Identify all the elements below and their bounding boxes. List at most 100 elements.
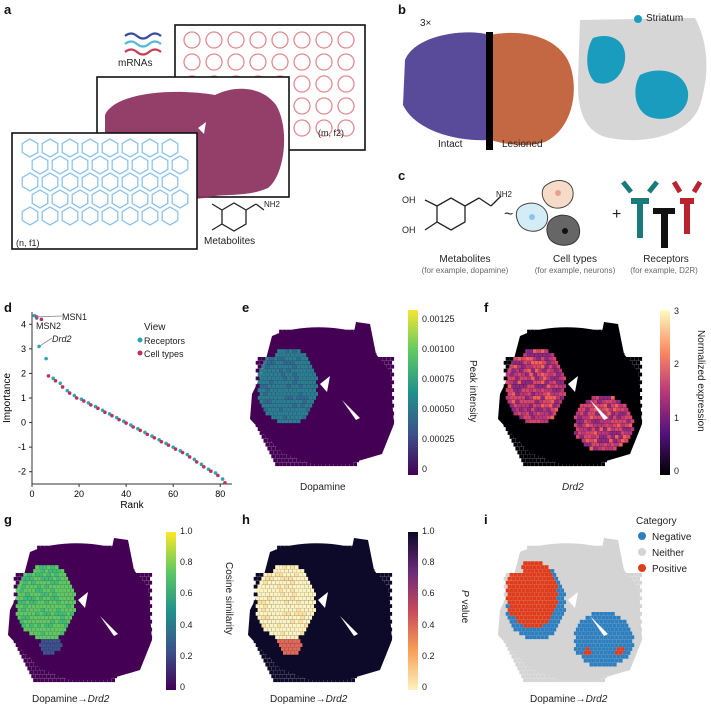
spot: [560, 396, 565, 400]
spot: [628, 392, 633, 396]
spot: [327, 569, 332, 573]
spot: [306, 557, 311, 562]
spot: [329, 658, 334, 663]
data-point: [216, 473, 220, 478]
spot: [327, 600, 332, 605]
spot: [327, 654, 332, 659]
spot: [97, 565, 102, 569]
spot: [364, 384, 369, 389]
spot: [292, 419, 297, 424]
spot: [306, 337, 311, 342]
spot: [579, 557, 584, 562]
spot: [577, 438, 582, 443]
spot: [519, 376, 524, 381]
grid-hex: [91, 155, 109, 175]
spot: [343, 654, 348, 659]
spot: [68, 584, 73, 589]
spot: [376, 415, 381, 420]
spot: [91, 569, 96, 573]
intact-label: Intact: [438, 139, 463, 150]
spot: [368, 423, 373, 428]
spot: [265, 639, 270, 644]
spot: [601, 353, 605, 357]
spot: [128, 658, 133, 663]
spot: [288, 600, 293, 605]
spot: [593, 592, 598, 597]
spot: [341, 415, 346, 420]
spot: [331, 639, 336, 644]
spot: [322, 337, 326, 342]
spot: [343, 396, 348, 400]
spot: [353, 604, 357, 608]
spot: [265, 380, 270, 385]
spot: [521, 364, 526, 369]
spot: [72, 584, 76, 589]
spot: [265, 662, 270, 667]
spot: [302, 376, 307, 381]
spot: [525, 458, 529, 463]
spot: [595, 419, 600, 424]
spot: [581, 545, 586, 550]
spot: [286, 580, 291, 585]
spot: [271, 415, 276, 420]
data-point: [201, 465, 206, 469]
spot: [538, 446, 543, 451]
spot: [286, 360, 291, 365]
spot: [288, 419, 293, 424]
spot: [345, 415, 350, 420]
spot: [345, 549, 350, 554]
spot: [294, 619, 299, 624]
cbar-h-tick-label: 1.0: [422, 526, 435, 536]
spot: [257, 576, 262, 581]
spot: [573, 584, 578, 589]
spot: [320, 623, 324, 628]
spot: [306, 376, 311, 381]
spot: [31, 627, 36, 632]
spot: [325, 573, 330, 577]
spot: [568, 333, 572, 338]
spot: [370, 576, 375, 581]
spot: [503, 368, 508, 373]
spot: [351, 569, 355, 573]
spot: [284, 553, 289, 558]
spot: [548, 341, 553, 346]
spot: [44, 592, 49, 597]
spot: [302, 399, 307, 404]
spot: [68, 553, 73, 558]
spot: [591, 549, 596, 554]
spot: [15, 627, 20, 632]
spot: [534, 415, 539, 420]
spot: [294, 666, 299, 671]
spot: [304, 388, 309, 392]
spot: [519, 454, 524, 459]
spot: [322, 399, 326, 404]
spot: [327, 442, 332, 447]
midline-bar: [486, 32, 493, 150]
spot: [568, 458, 572, 463]
spot: [562, 438, 566, 443]
spot: [534, 392, 539, 396]
spot: [558, 431, 563, 435]
spot: [575, 403, 580, 408]
spot: [142, 623, 147, 628]
spot: [331, 396, 336, 400]
spot: [517, 450, 522, 455]
spot: [35, 627, 39, 632]
spot: [82, 627, 86, 632]
spot: [372, 588, 377, 593]
spot: [618, 403, 623, 408]
spot: [302, 392, 307, 396]
spot: [146, 615, 151, 620]
spot: [52, 631, 57, 636]
spot: [283, 658, 287, 663]
spot: [542, 545, 547, 550]
spot: [603, 349, 607, 353]
spot: [103, 678, 108, 683]
spot: [331, 403, 336, 408]
spot: [54, 619, 59, 624]
data-point: [53, 379, 58, 383]
spot: [44, 569, 49, 573]
spot: [80, 639, 84, 644]
spot: [331, 357, 336, 361]
spot: [355, 654, 359, 659]
